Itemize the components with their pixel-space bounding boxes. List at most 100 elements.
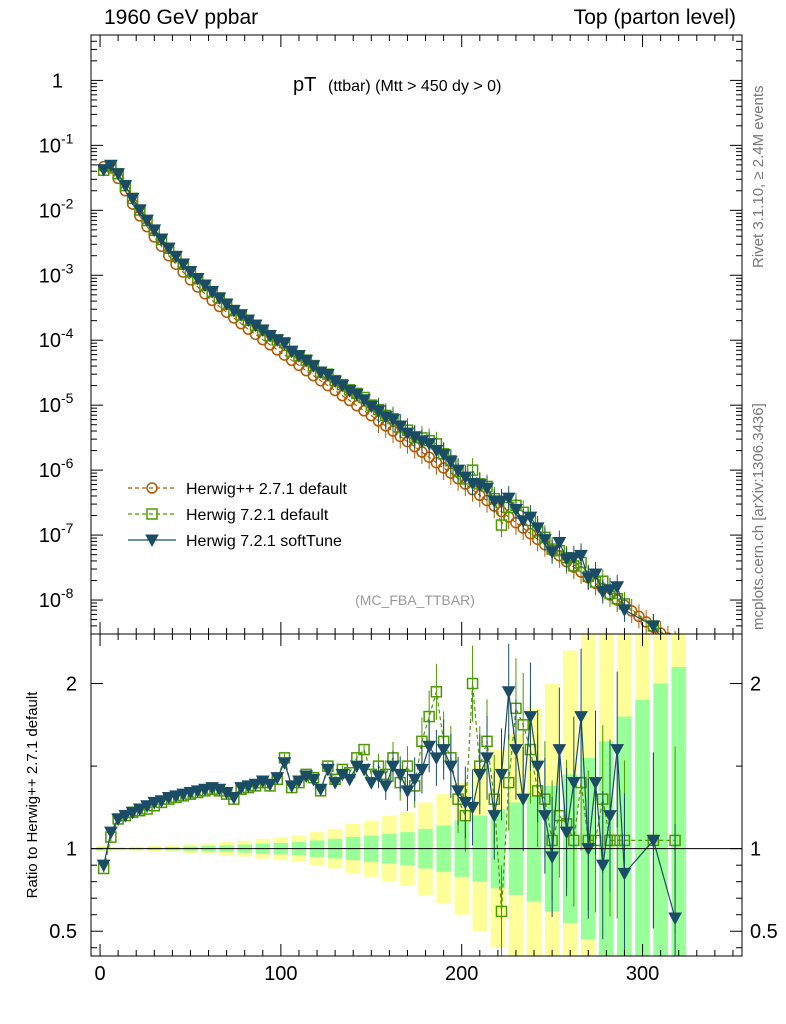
data-point-0 [278,349,291,361]
y-tick-label-exponent: -1 [61,130,74,146]
y-tick-label-exponent: -7 [61,520,74,536]
y-tick-label-exponent: -2 [61,195,74,211]
y-tick-label-exponent: -3 [61,260,74,276]
ratio-point-2 [132,803,147,817]
data-point-2 [357,394,371,407]
ratio-point-2 [436,744,451,757]
header-left-label: 1960 GeV ppbar [104,6,259,29]
legend-marker [146,482,158,494]
ratio-point-2 [263,778,277,792]
data-point-2 [523,511,538,525]
data-point-2 [494,495,509,509]
data-point-2 [147,224,162,237]
data-point-0 [633,610,645,623]
legend-label: Herwig 7.2.1 softTune [186,533,342,550]
data-point-2 [371,405,386,418]
ratio-point-2 [465,801,480,815]
legend-marker [145,534,159,548]
ratio-point-2 [364,777,379,790]
x-tick-label: 0 [94,963,105,985]
ratio-point-2 [241,780,256,793]
ratio-point-2 [429,752,444,765]
ratio-point-2 [530,760,545,774]
ratio-point-2 [357,763,371,777]
ratio-point-2 [111,813,125,826]
data-point-2 [386,414,400,427]
data-point-2 [161,242,176,256]
data-point-2 [132,204,147,217]
data-point-2 [190,273,205,286]
legend-label: Herwig++ 2.7.1 default [186,481,348,498]
ratio-point-2 [494,768,509,782]
data-point-2 [574,549,588,563]
ratio-point-2 [444,760,458,774]
ratio-point-2 [321,763,335,777]
y-tick-label-exponent: -8 [61,585,74,601]
data-point-2 [140,214,154,228]
ratio-point-2 [566,777,581,790]
data-point-2 [501,492,516,506]
x-tick-label: 100 [264,963,297,985]
band-inner [635,700,650,956]
data-point-2 [603,584,617,597]
data-point-2 [212,292,227,305]
y-tick-label-exponent: -5 [61,390,74,406]
data-point-2 [96,164,111,177]
data-point-2 [538,534,552,547]
plot-title-main: pT [293,74,316,96]
y-tick-label-exponent: -4 [61,325,74,341]
data-point-2 [610,581,625,594]
ratio-point-2 [169,790,183,803]
data-point-2 [198,279,212,293]
ratio-point-2 [190,785,205,798]
ratio-point-2 [501,686,516,699]
ratio-point-2 [393,768,408,782]
data-point-2 [111,168,125,181]
data-point-2 [480,482,494,496]
data-point-2 [509,503,523,517]
ratio-point-2 [595,859,610,873]
ratio-point-2 [270,772,285,785]
ratio-point-2 [523,711,538,724]
ratio-point-2 [125,806,140,820]
ratio-point-2 [451,785,465,798]
ratio-point-2 [96,859,111,873]
ratio-point-2 [480,752,494,765]
y-tick-label: 10 [39,330,61,352]
x-tick-label: 200 [445,963,478,985]
y-tick-label: 10 [39,200,61,222]
data-point-2 [566,552,581,565]
ratio-point-2 [118,810,133,823]
data-point-2 [219,298,234,311]
ratio-point-2 [400,785,415,798]
data-point-2 [393,420,408,434]
data-point-2 [125,192,140,206]
ratio-point-1 [517,719,529,731]
ratio-point-1 [358,743,370,756]
ratio-point-2 [328,777,342,790]
ratio-y-tick-label: 2 [66,674,77,696]
ratio-point-2 [371,770,386,784]
ratio-panel-series [96,643,682,956]
main-panel-series [96,159,676,634]
data-point-2 [451,464,465,478]
ratio-point-2 [509,744,523,757]
ratio-y-tick-label-right: 2 [750,674,761,696]
ratio-point-2 [313,783,328,797]
ratio-point-2 [552,744,567,757]
data-point-2 [321,369,335,382]
y-tick-label: 10 [39,460,61,482]
data-point-2 [552,537,567,550]
ratio-point-2 [284,780,299,793]
ratio-point-2 [545,851,559,864]
data-point-0 [663,632,672,634]
ratio-point-2 [668,912,682,926]
ratio-y-tick-label: 1 [66,839,77,861]
y-tick-label-exponent: -6 [61,455,74,471]
ratio-point-2 [386,760,400,774]
ratio-point-2 [559,826,574,840]
data-point-2 [545,546,559,559]
y-tick-label: 10 [39,590,61,612]
data-point-2 [595,586,610,599]
